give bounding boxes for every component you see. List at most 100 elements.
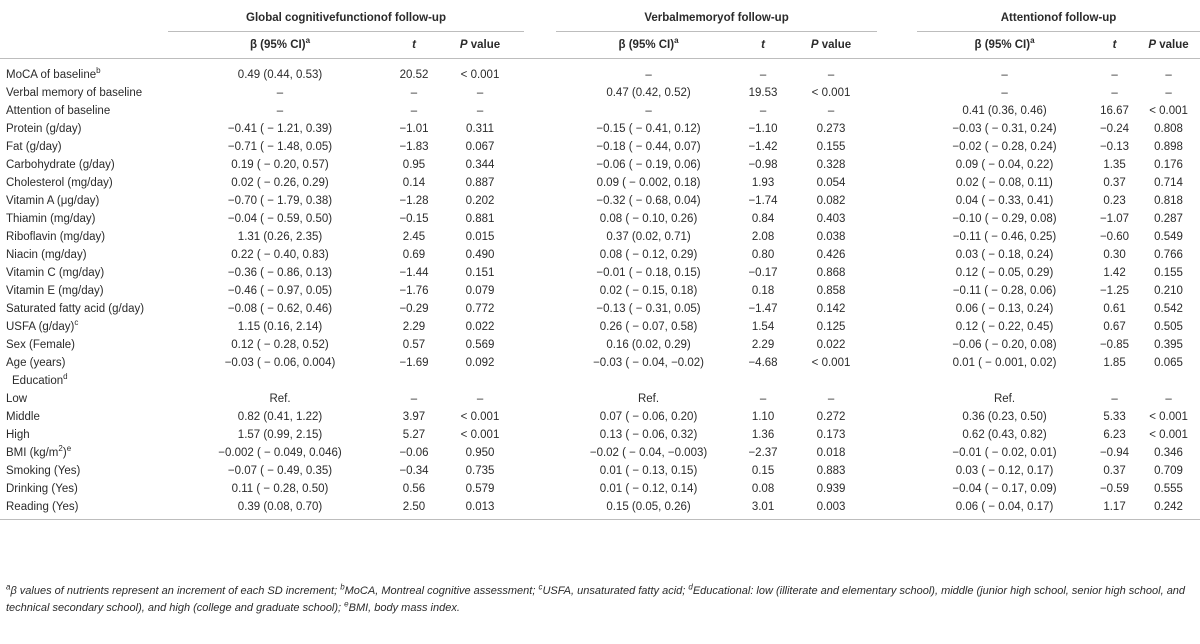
beta-verbal: – xyxy=(645,105,652,117)
table-row-education: Educationd xyxy=(0,372,1200,390)
t-verbal: 2.29 xyxy=(751,339,775,351)
beta-attention: −0.04 ( − 0.17, 0.09) xyxy=(952,483,1057,495)
p-global: 0.772 xyxy=(465,303,495,315)
table-row: MoCA of baselineb 0.49 (0.44, 0.53) 20.52 <… xyxy=(0,59,1200,85)
col-t-verbal: t xyxy=(741,31,786,59)
p-attention: – xyxy=(1165,87,1172,99)
beta-verbal: 0.08 ( − 0.12, 0.29) xyxy=(599,249,698,261)
col-t-attention: t xyxy=(1092,31,1138,59)
col-beta-global: β (95% CI)a xyxy=(168,31,392,59)
t-verbal: 0.08 xyxy=(751,483,775,495)
p-global: 0.015 xyxy=(465,231,495,243)
beta-global: −0.41 ( − 1.21, 0.39) xyxy=(227,123,333,135)
p-verbal: 0.173 xyxy=(816,429,846,441)
beta-attention: 0.01 ( − 0.001, 0.02) xyxy=(952,357,1057,369)
t-global: −0.15 xyxy=(399,213,429,225)
beta-global: −0.03 ( − 0.06, 0.004) xyxy=(224,357,336,369)
p-global: 0.490 xyxy=(465,249,495,261)
beta-verbal: – xyxy=(645,68,652,81)
t-global: −1.28 xyxy=(399,195,429,207)
t-attention: −1.07 xyxy=(1099,213,1130,225)
beta-verbal: 0.01 ( − 0.12, 0.14) xyxy=(599,483,698,495)
t-global: 0.56 xyxy=(402,483,426,495)
t-attention: 1.85 xyxy=(1103,357,1126,369)
p-attention: 0.818 xyxy=(1154,195,1183,207)
beta-verbal: −0.03 ( − 0.04, −0.02) xyxy=(593,357,704,369)
beta-global: −0.04 ( − 0.59, 0.50) xyxy=(227,213,333,225)
row-label: MoCA of baselineb xyxy=(6,65,101,81)
t-global: −1.76 xyxy=(399,285,429,297)
p-global: 0.735 xyxy=(465,465,495,477)
group-header-global: Global cognitivefunctionof follow-up xyxy=(168,6,525,32)
p-global: 0.569 xyxy=(465,339,495,351)
p-attention: 0.242 xyxy=(1137,498,1200,520)
p-attention: < 0.001 xyxy=(1149,105,1188,117)
group-header-attention: Attentionof follow-up xyxy=(917,6,1200,32)
p-verbal: 0.868 xyxy=(816,267,846,279)
t-attention: 16.67 xyxy=(1100,105,1129,117)
row-label: Verbal memory of baseline xyxy=(6,87,143,99)
table-row: Sex (Female) 0.12 ( − 0.28, 0.52) 0.57 0.56… xyxy=(0,336,1200,354)
table-row: Fat (g/day) −0.71 ( − 1.48, 0.05) −1.83 0.0… xyxy=(0,138,1200,156)
t-global: −0.06 xyxy=(399,447,429,459)
row-label: Middle xyxy=(6,411,40,423)
t-verbal: 1.36 xyxy=(751,429,775,441)
p-attention: – xyxy=(1165,393,1172,405)
t-attention: 0.37 xyxy=(1103,177,1126,189)
beta-verbal: Ref. xyxy=(637,393,660,405)
p-attention: 0.395 xyxy=(1154,339,1183,351)
t-attention: – xyxy=(1111,393,1118,405)
beta-verbal: 0.08 ( − 0.10, 0.26) xyxy=(599,213,698,225)
row-label: Age (years) xyxy=(6,357,66,369)
col-p-verbal: P value xyxy=(785,31,878,59)
table-row: Reading (Yes) 0.39 (0.08, 0.70) 2.50 0.013 0… xyxy=(0,498,1200,520)
beta-global: Ref. xyxy=(269,393,291,405)
row-label: Reading (Yes) xyxy=(0,498,168,520)
row-label: Sex (Female) xyxy=(6,339,76,351)
t-attention: −1.25 xyxy=(1099,285,1130,297)
p-verbal: 0.125 xyxy=(816,321,846,333)
beta-verbal: 0.02 ( − 0.15, 0.18) xyxy=(599,285,698,297)
t-global: – xyxy=(410,105,418,117)
t-global: 20.52 xyxy=(399,68,429,81)
t-global: 2.50 xyxy=(392,498,436,520)
row-label: Smoking (Yes) xyxy=(6,465,81,477)
p-attention: < 0.001 xyxy=(1149,429,1188,441)
t-verbal: −1.10 xyxy=(748,123,778,135)
beta-global: 1.31 (0.26, 2.35) xyxy=(237,231,323,243)
beta-verbal: 0.13 ( − 0.06, 0.32) xyxy=(599,429,698,441)
t-global: – xyxy=(410,393,418,405)
p-verbal: 0.054 xyxy=(816,177,846,189)
beta-global: 0.49 (0.44, 0.53) xyxy=(237,68,323,81)
t-attention: 0.23 xyxy=(1103,195,1126,207)
beta-global: −0.08 ( − 0.62, 0.46) xyxy=(227,303,333,315)
table-row: Drinking (Yes) 0.11 ( − 0.28, 0.50) 0.56 0.… xyxy=(0,480,1200,498)
t-global: −1.44 xyxy=(399,267,429,279)
t-verbal: −2.37 xyxy=(748,447,778,459)
p-global: 0.067 xyxy=(465,141,495,153)
p-global: 0.881 xyxy=(465,213,495,225)
table-row: Verbal memory of baseline – – – 0.47 (0.42, … xyxy=(0,84,1200,102)
row-label: Cholesterol (mg/day) xyxy=(6,177,113,189)
beta-verbal: 0.01 ( − 0.13, 0.15) xyxy=(599,465,698,477)
beta-verbal: 0.09 ( − 0.002, 0.18) xyxy=(596,177,701,189)
t-verbal: – xyxy=(759,68,767,81)
t-verbal: −0.98 xyxy=(748,159,778,171)
p-verbal: 0.939 xyxy=(816,483,846,495)
t-verbal: −0.17 xyxy=(748,267,778,279)
table-row: Protein (g/day) −0.41 ( − 1.21, 0.39) −1.0… xyxy=(0,120,1200,138)
beta-attention: 0.03 ( − 0.18, 0.24) xyxy=(955,249,1054,261)
p-attention: 0.766 xyxy=(1154,249,1183,261)
t-global: −1.69 xyxy=(399,357,429,369)
regression-table: Global cognitivefunctionof follow-up Ver… xyxy=(0,6,1200,520)
row-label: Thiamin (mg/day) xyxy=(6,213,96,225)
beta-attention: 0.02 ( − 0.08, 0.11) xyxy=(956,177,1053,189)
beta-attention: Ref. xyxy=(993,393,1016,405)
group-header-verbal: Verbalmemoryof follow-up xyxy=(556,6,878,32)
beta-attention: 0.62 (0.43, 0.82) xyxy=(962,429,1047,441)
t-attention: −0.59 xyxy=(1099,483,1130,495)
p-global: 0.950 xyxy=(465,447,495,459)
row-label: Fat (g/day) xyxy=(6,141,62,153)
row-label: USFA (g/day)c xyxy=(6,318,79,333)
table-row: Smoking (Yes) −0.07 ( − 0.49, 0.35) −0.34 0… xyxy=(0,462,1200,480)
